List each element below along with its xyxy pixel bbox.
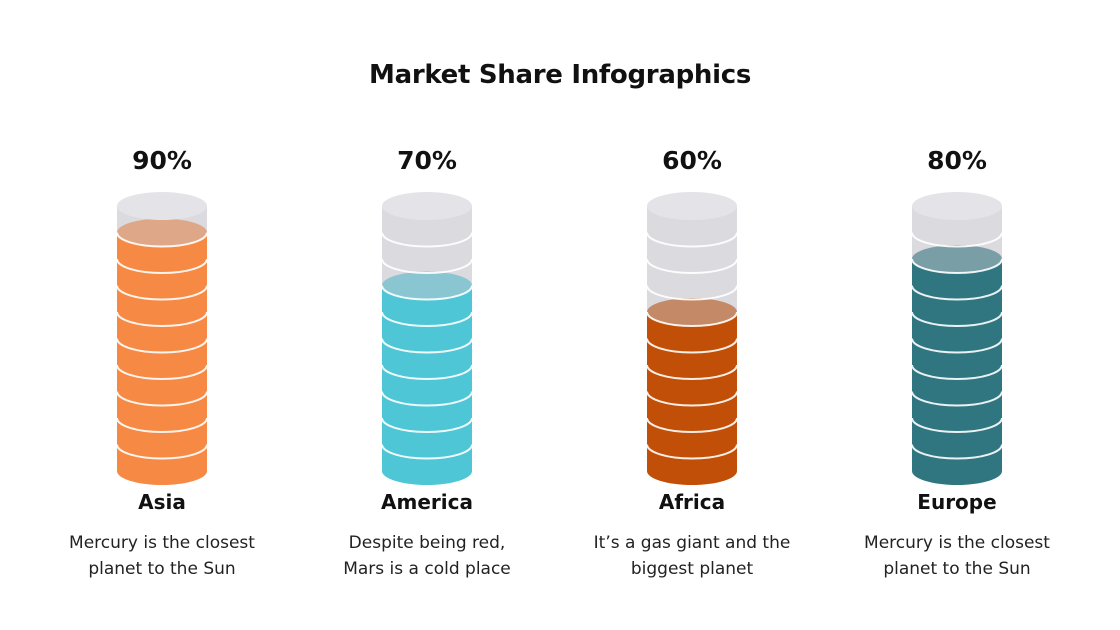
disc-separator (381, 285, 473, 301)
percent-label: 90% (132, 146, 192, 175)
disc-separator (116, 338, 208, 354)
disc-separator (911, 311, 1003, 327)
disc-separator (381, 232, 473, 248)
disc-separator (116, 232, 208, 248)
disc-separator (911, 364, 1003, 380)
disc-separator (381, 417, 473, 433)
disc-separator (116, 391, 208, 407)
disc-separator (911, 285, 1003, 301)
percent-label: 60% (662, 146, 722, 175)
cylinder-top-cap (912, 192, 1002, 220)
disc-separator (911, 258, 1003, 274)
cylinder-filled-section (117, 232, 207, 485)
fill-surface (382, 271, 472, 300)
disc-separator (911, 444, 1003, 460)
cylinder-top-cap (117, 192, 207, 220)
cylinder-filled-section (382, 285, 472, 485)
fill-surface (647, 298, 737, 326)
description-line: It’s a gas giant and the (593, 533, 791, 553)
disc-separator (646, 258, 738, 274)
description-line: biggest planet (630, 559, 754, 579)
disc-separator (646, 417, 738, 433)
disc-separator (116, 285, 208, 301)
disc-separator (911, 391, 1003, 407)
cylinder-top-cap (382, 192, 472, 220)
region-label: America (381, 490, 473, 514)
disc-separator (381, 391, 473, 407)
cylinder-gauge (911, 192, 1003, 485)
cylinder-filled-section (912, 259, 1002, 485)
disc-separator (116, 258, 208, 274)
disc-separator (646, 391, 738, 407)
disc-separator (116, 444, 208, 460)
disc-separator (646, 285, 738, 301)
description-line: Mercury is the closest (864, 533, 1050, 553)
market-column-europe: 80% Europe Mercury is the closest planet… (827, 0, 1087, 630)
fill-surface (912, 245, 1002, 273)
cylinder-gauge (116, 192, 208, 485)
description-line: Mercury is the closest (69, 533, 255, 553)
disc-separator (381, 258, 473, 274)
disc-separator (381, 338, 473, 354)
disc-separator (646, 232, 738, 248)
cylinder-gauge (646, 192, 738, 485)
description-line: planet to the Sun (883, 559, 1031, 579)
disc-separator (646, 364, 738, 380)
disc-separator (646, 338, 738, 354)
disc-separator (646, 311, 738, 327)
disc-separator (116, 311, 208, 327)
region-description: Mercury is the closest planet to the Sun (32, 530, 292, 582)
region-description: Despite being red, Mars is a cold place (297, 530, 557, 582)
region-label: Europe (917, 490, 997, 514)
disc-separator (381, 444, 473, 460)
disc-separator (381, 364, 473, 380)
description-line: planet to the Sun (88, 559, 236, 579)
page-title: Market Share Infographics (369, 60, 751, 90)
cylinder-filled-section (647, 312, 737, 485)
market-column-africa: 60% Africa It’s a gas giant and the bigg… (562, 0, 822, 630)
disc-separator (911, 232, 1003, 248)
cylinder-empty-section (647, 206, 737, 326)
disc-separator (381, 311, 473, 327)
region-description: Mercury is the closest planet to the Sun (827, 530, 1087, 582)
percent-label: 80% (927, 146, 987, 175)
disc-separator (911, 417, 1003, 433)
description-line: Despite being red, (348, 533, 506, 553)
disc-separator (911, 338, 1003, 354)
percent-label: 70% (397, 146, 457, 175)
market-column-asia: 90% Asia Mercury is the closest planet t… (32, 0, 292, 630)
disc-separator (116, 364, 208, 380)
cylinder-top-cap (647, 192, 737, 220)
region-label: Africa (658, 490, 726, 514)
disc-separator (646, 444, 738, 460)
description-line: Mars is a cold place (343, 559, 511, 579)
market-column-america: 70% America Despite being red, Mars is a… (297, 0, 557, 630)
cylinder-gauge (381, 192, 473, 485)
region-description: It’s a gas giant and the biggest planet (562, 530, 822, 582)
fill-surface (117, 218, 207, 247)
disc-separator (116, 417, 208, 433)
region-label: Asia (138, 490, 186, 514)
